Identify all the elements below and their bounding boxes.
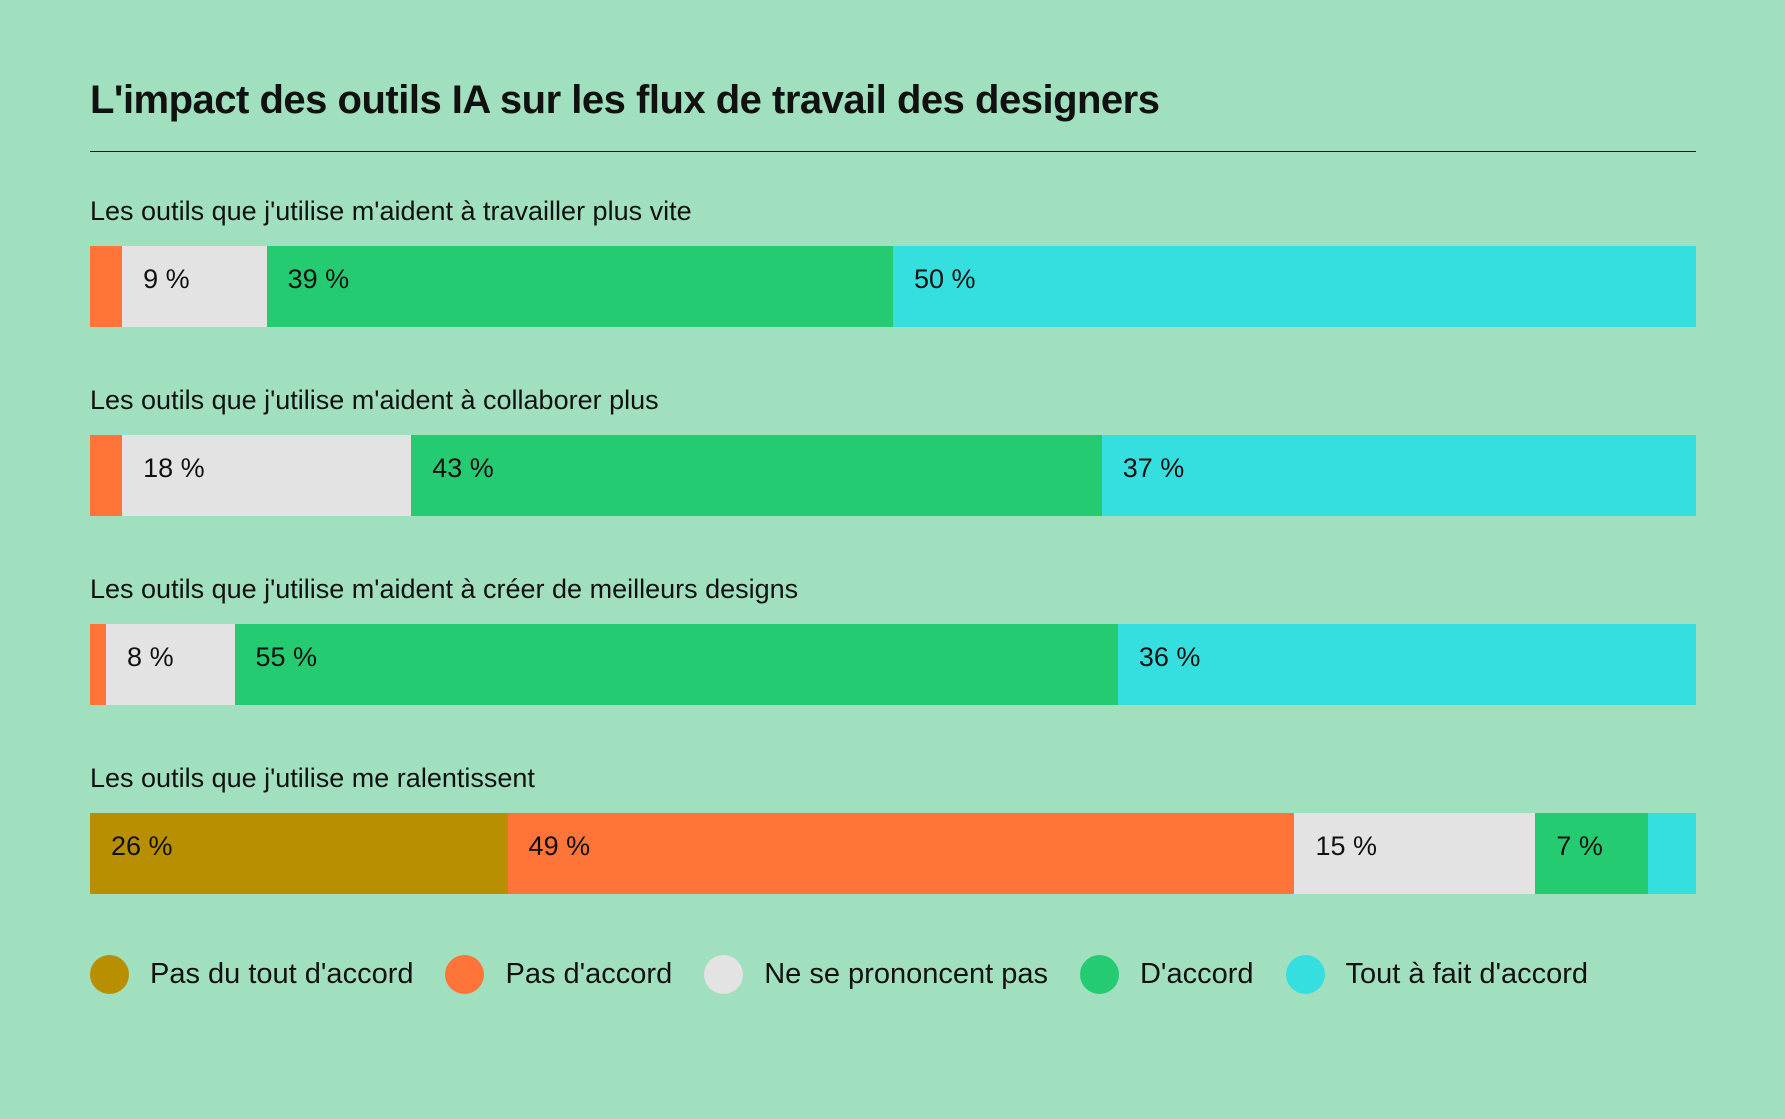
legend-swatch (1285, 955, 1325, 994)
legend-label: Tout à fait d'accord (1345, 958, 1589, 990)
data-label: 26 % (111, 831, 173, 861)
bar-segment[interactable]: 18 % (122, 435, 412, 516)
data-label: 36 % (1138, 642, 1201, 672)
bar-row-3: 8 % 55 % 36 % (90, 624, 1696, 705)
chart-title: L'impact des outils IA sur les flux de t… (90, 78, 1160, 122)
bar-segment[interactable]: 37 % (1101, 435, 1696, 516)
bar-segment[interactable] (90, 246, 123, 327)
bar-segment[interactable]: 50 % (892, 246, 1696, 327)
bar-segment[interactable]: 26 % (90, 813, 508, 894)
row-label-2: Les outils que j'utilise m'aident à coll… (90, 385, 659, 415)
legend-swatch (704, 955, 744, 994)
data-label: 55 % (255, 642, 318, 672)
bar-segment[interactable]: 49 % (507, 813, 1295, 894)
legend-item[interactable]: Pas d'accord (445, 955, 672, 994)
legend-swatch (1079, 955, 1119, 994)
legend-swatch (90, 955, 129, 994)
legend: Pas du tout d'accord Pas d'accord Ne se pr… (90, 955, 1620, 994)
data-label: 37 % (1122, 453, 1185, 483)
legend-item[interactable]: Pas du tout d'accord (90, 955, 413, 994)
bar-segment[interactable]: 15 % (1294, 813, 1536, 894)
data-label: 18 % (143, 453, 205, 483)
data-label: 7 % (1556, 831, 1603, 861)
bar-row-4: 26 % 49 % 15 % 7 % (90, 813, 1696, 894)
legend-item[interactable]: Tout à fait d'accord (1285, 955, 1589, 994)
row-label-3: Les outils que j'utilise m'aident à crée… (90, 574, 799, 604)
title-divider (90, 151, 1696, 152)
data-label: 8 % (127, 642, 174, 672)
bar-segment[interactable]: 55 % (234, 624, 1118, 705)
legend-item[interactable]: Ne se prononcent pas (704, 955, 1048, 994)
legend-label: Pas du tout d'accord (150, 958, 414, 990)
bar-segment[interactable]: 43 % (411, 435, 1102, 516)
data-label: 50 % (913, 264, 976, 294)
row-label-1: Les outils que j'utilise m'aident à trav… (90, 196, 692, 226)
data-label: 9 % (143, 264, 190, 294)
legend-label: Pas d'accord (505, 958, 673, 990)
bar-segment[interactable]: 36 % (1117, 624, 1696, 705)
data-label: 15 % (1315, 831, 1378, 861)
legend-item[interactable]: D'accord (1079, 955, 1254, 994)
legend-swatch (445, 955, 485, 994)
legend-label: D'accord (1139, 958, 1254, 990)
bar-row-2: 18 % 43 % 37 % (90, 435, 1696, 516)
legend-label: Ne se prononcent pas (764, 958, 1048, 990)
data-label: 49 % (528, 831, 591, 861)
bar-segment[interactable] (1647, 813, 1696, 894)
bar-segment[interactable]: 39 % (266, 246, 893, 327)
bar-segment[interactable]: 9 % (122, 246, 267, 327)
row-label-4: Les outils que j'utilise me ralentissent (90, 763, 535, 793)
data-label: 43 % (432, 453, 494, 483)
bar-segment[interactable] (90, 435, 123, 516)
bar-segment[interactable]: 7 % (1535, 813, 1648, 894)
data-label: 39 % (287, 264, 350, 294)
bar-segment[interactable] (90, 624, 107, 705)
bar-row-1: 9 % 39 % 50 % (90, 246, 1696, 327)
bar-segment[interactable]: 8 % (106, 624, 235, 705)
